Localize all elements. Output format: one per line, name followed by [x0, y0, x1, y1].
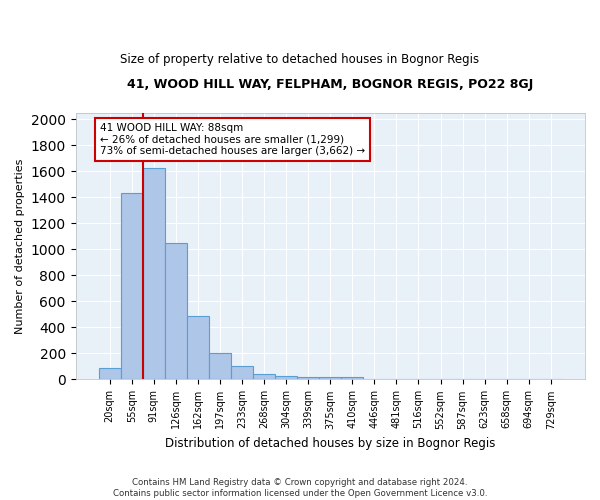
Text: 41 WOOD HILL WAY: 88sqm
← 26% of detached houses are smaller (1,299)
73% of semi: 41 WOOD HILL WAY: 88sqm ← 26% of detache… — [100, 123, 365, 156]
Bar — [253, 374, 275, 380]
Title: 41, WOOD HILL WAY, FELPHAM, BOGNOR REGIS, PO22 8GJ: 41, WOOD HILL WAY, FELPHAM, BOGNOR REGIS… — [127, 78, 533, 90]
Text: Contains HM Land Registry data © Crown copyright and database right 2024.
Contai: Contains HM Land Registry data © Crown c… — [113, 478, 487, 498]
Bar — [275, 376, 297, 380]
Bar — [231, 366, 253, 380]
Bar — [187, 316, 209, 380]
Bar — [165, 242, 187, 380]
Bar — [209, 353, 231, 380]
Bar — [319, 377, 341, 380]
Bar — [98, 368, 121, 380]
Bar — [121, 193, 143, 380]
Y-axis label: Number of detached properties: Number of detached properties — [15, 158, 25, 334]
Bar — [341, 378, 364, 380]
X-axis label: Distribution of detached houses by size in Bognor Regis: Distribution of detached houses by size … — [165, 437, 496, 450]
Text: Size of property relative to detached houses in Bognor Regis: Size of property relative to detached ho… — [121, 52, 479, 66]
Bar — [297, 376, 319, 380]
Bar — [143, 168, 165, 380]
